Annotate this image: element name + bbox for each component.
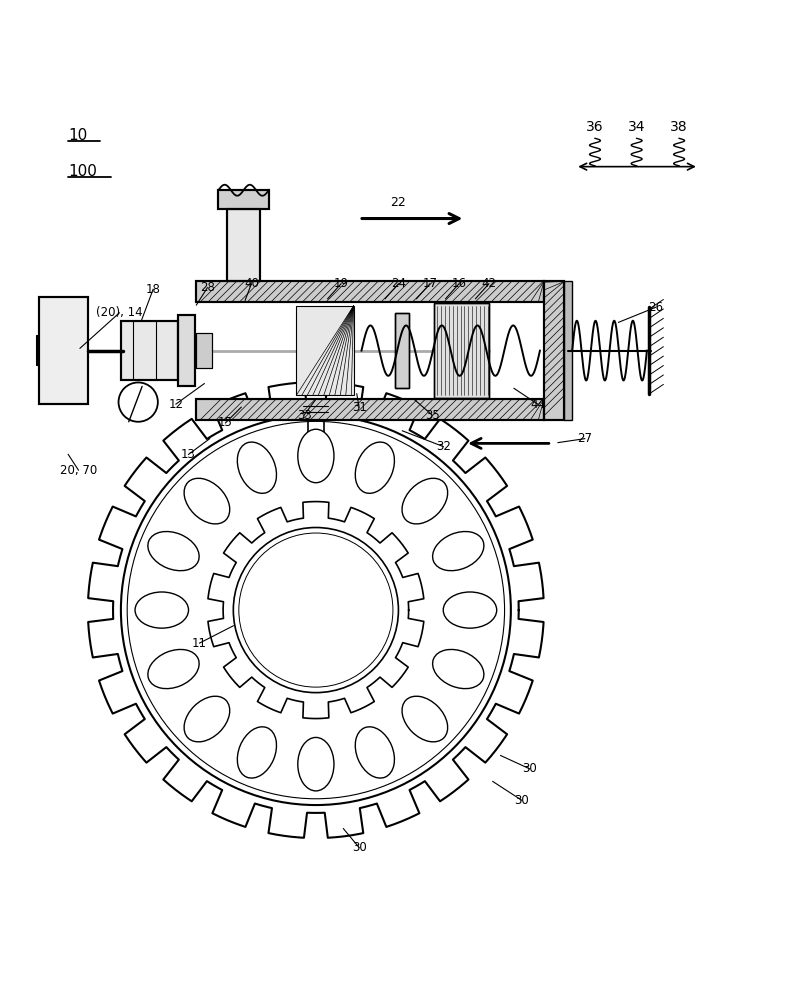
Bar: [219, 190, 269, 209]
Text: 35: 35: [424, 409, 439, 422]
Text: (20), 14: (20), 14: [96, 306, 143, 319]
Bar: [434, 303, 489, 398]
Bar: [178, 315, 195, 386]
Bar: [196, 399, 544, 420]
Text: 32: 32: [436, 440, 451, 453]
Text: 22: 22: [391, 196, 406, 209]
Text: 10: 10: [68, 128, 88, 143]
Text: 27: 27: [578, 432, 593, 445]
Bar: [196, 333, 212, 368]
Bar: [121, 321, 178, 380]
Ellipse shape: [184, 478, 230, 524]
Bar: [39, 297, 88, 404]
Ellipse shape: [432, 532, 484, 571]
Bar: [178, 315, 195, 386]
Bar: [227, 209, 260, 281]
Bar: [434, 303, 489, 398]
Circle shape: [118, 382, 158, 422]
Ellipse shape: [402, 478, 447, 524]
Text: 26: 26: [648, 301, 663, 314]
Ellipse shape: [184, 696, 230, 742]
Ellipse shape: [355, 442, 394, 493]
Text: 30: 30: [522, 762, 537, 775]
Text: 38: 38: [671, 120, 688, 134]
Ellipse shape: [237, 442, 276, 493]
Text: 100: 100: [68, 164, 97, 179]
Ellipse shape: [148, 649, 199, 689]
Bar: [564, 281, 572, 420]
Bar: [394, 313, 409, 388]
Ellipse shape: [297, 429, 334, 483]
Bar: [196, 281, 544, 302]
Bar: [196, 281, 544, 302]
Text: 20, 70: 20, 70: [60, 464, 97, 477]
Text: 19: 19: [334, 277, 349, 290]
Text: 15: 15: [218, 416, 233, 429]
Text: 30: 30: [514, 794, 529, 807]
Ellipse shape: [148, 532, 199, 571]
Bar: [544, 281, 564, 420]
Ellipse shape: [297, 737, 334, 791]
Circle shape: [121, 415, 510, 805]
Text: 28: 28: [200, 281, 215, 294]
Ellipse shape: [402, 696, 447, 742]
Circle shape: [234, 528, 398, 693]
Ellipse shape: [135, 592, 189, 628]
Text: 16: 16: [451, 277, 466, 290]
Bar: [196, 333, 212, 368]
Bar: [296, 306, 353, 395]
Text: 42: 42: [481, 277, 496, 290]
Bar: [219, 190, 269, 209]
Bar: [196, 399, 544, 420]
Text: 17: 17: [422, 277, 437, 290]
Bar: [227, 209, 260, 281]
Text: 40: 40: [244, 277, 259, 290]
Text: 11: 11: [192, 637, 207, 650]
Text: 30: 30: [352, 841, 367, 854]
Text: 13: 13: [181, 448, 196, 461]
Text: 44: 44: [530, 398, 545, 411]
Text: 12: 12: [168, 398, 183, 411]
Ellipse shape: [443, 592, 497, 628]
Text: 24: 24: [391, 277, 406, 290]
Ellipse shape: [355, 727, 394, 778]
Bar: [39, 297, 88, 404]
Text: 31: 31: [352, 401, 367, 414]
Text: 18: 18: [146, 283, 161, 296]
Text: 33: 33: [297, 409, 312, 422]
Bar: [121, 321, 178, 380]
Bar: [544, 281, 564, 420]
Text: 36: 36: [586, 120, 604, 134]
Bar: [394, 313, 409, 388]
Ellipse shape: [237, 727, 276, 778]
Ellipse shape: [432, 649, 484, 689]
Text: 34: 34: [628, 120, 645, 134]
